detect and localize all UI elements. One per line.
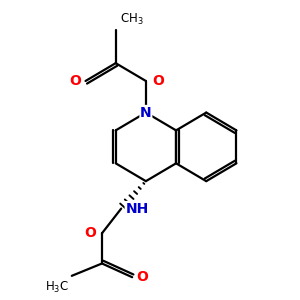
Text: CH$_3$: CH$_3$ [120, 12, 143, 28]
Text: O: O [84, 226, 96, 240]
Text: O: O [70, 74, 81, 88]
Text: H$_3$C: H$_3$C [45, 280, 69, 295]
Text: O: O [152, 74, 164, 88]
Text: O: O [136, 270, 148, 284]
Text: NH: NH [125, 202, 148, 216]
Text: N: N [140, 106, 152, 119]
